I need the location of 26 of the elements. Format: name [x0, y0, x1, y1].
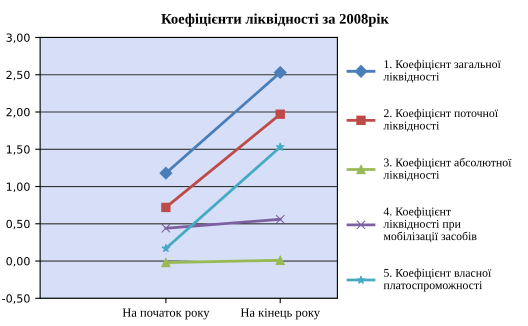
x-tick-label: На початок року — [122, 308, 210, 320]
y-tick-label: 0,50 — [6, 220, 30, 230]
point — [276, 110, 285, 119]
legend-label: 2. Коефіцієнт поточної ліквідності — [384, 108, 498, 132]
point — [161, 258, 171, 268]
legend-label: 1. Коефіцієнт загальної ліквідності — [384, 60, 501, 83]
x-tick-label: На кінець року — [240, 308, 320, 320]
point — [276, 214, 285, 224]
y-tick-label: 3,00 — [6, 33, 30, 44]
y-tick-label: 2,00 — [6, 108, 30, 118]
point — [161, 224, 171, 233]
legend-label: 5. Коефіцієнт власної платоспроможності — [384, 268, 492, 292]
point — [161, 202, 171, 212]
point — [276, 256, 285, 265]
chart-title: Коефіцієнти ліквідності за 2008рік — [161, 13, 389, 27]
legend-label: 4. Коефіцієнт ліквідності при мобілізації засобів — [384, 207, 476, 242]
legend-label: 3. Коефіцієнт абсолютної ліквідності — [384, 158, 512, 181]
y-tick-label: 2,50 — [6, 70, 30, 80]
y-tick-label: -0,50 — [2, 294, 30, 304]
point — [274, 66, 287, 79]
y-tick-label: 1,50 — [6, 145, 30, 155]
y-tick-label: 0,00 — [6, 257, 30, 267]
point — [159, 166, 172, 180]
y-tick-label: 1,00 — [6, 182, 30, 192]
point — [161, 244, 170, 252]
point — [276, 142, 285, 151]
